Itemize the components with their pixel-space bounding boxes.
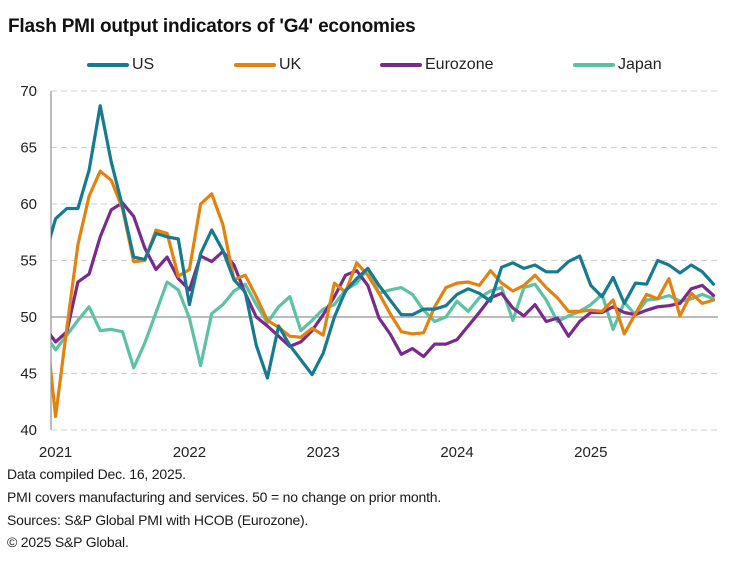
legend-item-eurozone: Eurozone xyxy=(380,54,494,76)
x-tick-label-2025: 2025 xyxy=(574,444,607,461)
y-tick-label-60: 60 xyxy=(20,196,37,213)
x-tick-label-2021: 2021 xyxy=(39,444,72,461)
x-tick-label-2023: 2023 xyxy=(307,444,340,461)
legend-label-uk: UK xyxy=(279,56,302,73)
legend-label-japan: Japan xyxy=(618,56,662,73)
y-tick-label-45: 45 xyxy=(20,366,37,383)
legend-item-japan: Japan xyxy=(573,54,662,76)
legend-swatch-us xyxy=(87,63,129,67)
legend-item-uk: UK xyxy=(234,54,301,76)
line-chart: 40 45 50 55 60 65 70 2021 2022 2023 2024 2025 xyxy=(20,83,718,461)
legend-swatch-uk xyxy=(234,63,276,67)
footer-copyright: © 2025 S&P Global. xyxy=(7,534,129,550)
x-axis-ticks: 2021 2022 2023 2024 2025 xyxy=(39,444,608,461)
legend-label-us: US xyxy=(132,56,155,73)
series-line-us xyxy=(51,104,716,380)
y-tick-label-50: 50 xyxy=(20,309,37,326)
footer-data-compiled: Data compiled Dec. 16, 2025. xyxy=(7,466,186,482)
y-tick-label-70: 70 xyxy=(20,83,37,100)
legend-item-us: US xyxy=(87,54,154,76)
x-tick-label-2022: 2022 xyxy=(173,444,206,461)
chart-title: Flash PMI output indicators of 'G4' econ… xyxy=(8,16,416,37)
legend-swatch-japan xyxy=(573,63,615,67)
y-tick-label-55: 55 xyxy=(20,253,37,270)
y-axis-ticks: 40 45 50 55 60 65 70 xyxy=(20,83,37,439)
footer-pmi-note: PMI covers manufacturing and services. 5… xyxy=(7,489,442,505)
legend-swatch-eurozone xyxy=(380,63,422,67)
legend-label-eurozone: Eurozone xyxy=(425,56,494,73)
footer-sources: Sources: S&P Global PMI with HCOB (Euroz… xyxy=(7,512,309,528)
series-line-uk xyxy=(51,169,716,418)
y-tick-label-40: 40 xyxy=(20,422,37,439)
series-group xyxy=(51,104,716,418)
y-tick-label-65: 65 xyxy=(20,140,37,157)
x-tick-label-2024: 2024 xyxy=(440,444,473,461)
